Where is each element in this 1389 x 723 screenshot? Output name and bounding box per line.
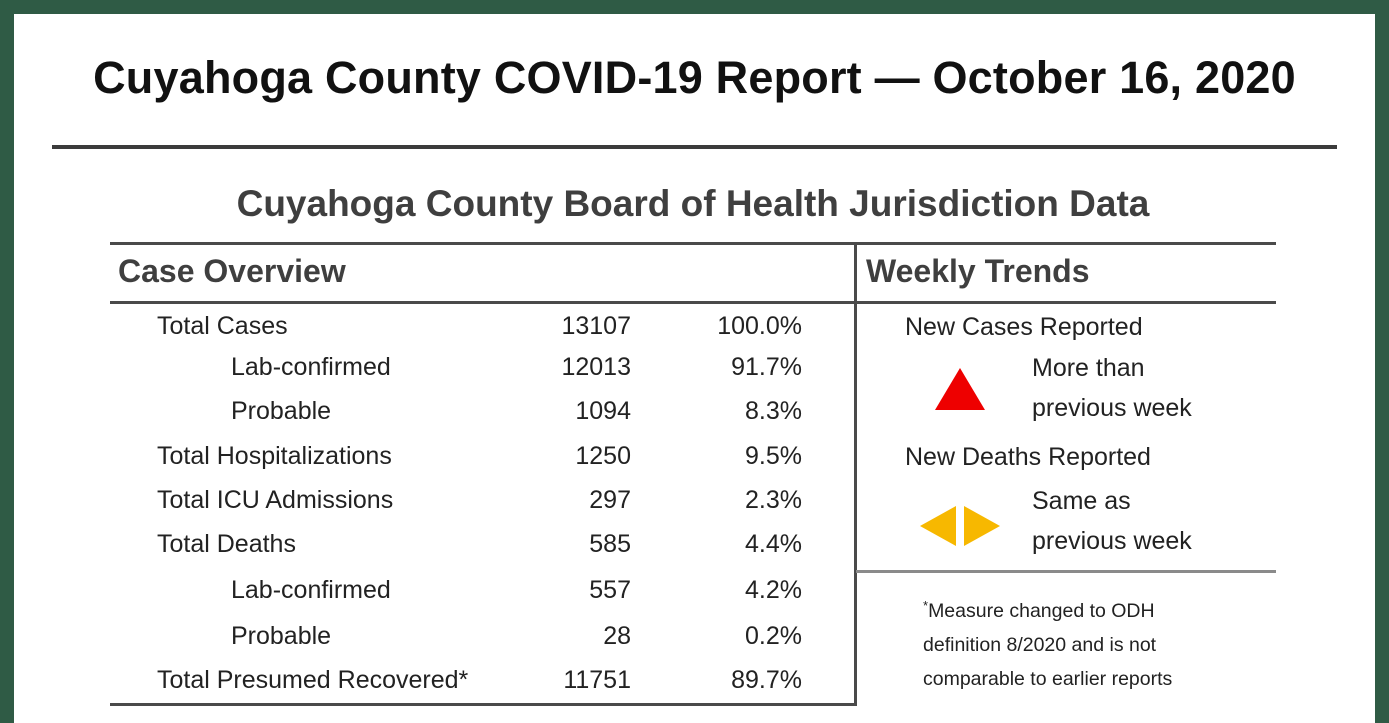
new-cases-status-line2: previous week: [1032, 394, 1192, 422]
row-count: 297: [589, 486, 631, 514]
row-count: 11751: [563, 666, 631, 694]
new-deaths-label: New Deaths Reported: [905, 443, 1151, 471]
row-percent: 8.3%: [745, 397, 802, 425]
footnote-line1: *Measure changed to ODH: [923, 589, 1172, 628]
row-label: Total Hospitalizations: [157, 442, 392, 470]
row-label: Total Cases: [157, 312, 288, 340]
new-deaths-status-line1: Same as: [1032, 487, 1131, 515]
row-count: 557: [589, 576, 631, 604]
up-triangle-icon: [935, 368, 985, 410]
row-label: Lab-confirmed: [231, 353, 391, 381]
row-percent: 100.0%: [717, 312, 802, 340]
row-count: 1094: [575, 397, 631, 425]
row-count: 1250: [575, 442, 631, 470]
row-count: 13107: [561, 312, 631, 340]
table-top-rule: [110, 242, 1276, 245]
row-percent: 4.4%: [745, 530, 802, 558]
row-label: Probable: [231, 397, 332, 425]
row-label: Total Deaths: [157, 530, 296, 558]
weekly-trends-heading: Weekly Trends: [866, 253, 1090, 289]
footnote: *Measure changed to ODH definition 8/202…: [923, 589, 1172, 696]
row-percent: 4.2%: [745, 576, 802, 604]
footnote-line1-text: Measure changed to ODH: [928, 600, 1155, 622]
left-arrow-shape: [920, 506, 956, 546]
row-percent: 9.5%: [745, 442, 802, 470]
row-percent: 0.2%: [745, 622, 802, 650]
trends-note-divider: [856, 570, 1276, 573]
row-count: 585: [589, 530, 631, 558]
row-label: Lab-confirmed: [231, 576, 391, 604]
case-overview-heading: Case Overview: [118, 253, 346, 289]
up-triangle-shape: [935, 368, 985, 410]
new-cases-status-line1: More than: [1032, 354, 1145, 382]
row-label: Probable: [231, 622, 332, 650]
row-label: Total Presumed Recovered*: [157, 666, 469, 694]
table-bottom-rule: [110, 703, 856, 706]
left-right-arrows-icon: [920, 506, 1000, 546]
row-count: 28: [603, 622, 631, 650]
footnote-line2: definition 8/2020 and is not: [923, 634, 1157, 656]
row-label: Total ICU Admissions: [157, 486, 394, 514]
table-column-divider: [854, 242, 857, 706]
report-title: Cuyahoga County COVID-19 Report — Octobe…: [93, 52, 1296, 103]
table-header-rule: [110, 301, 1276, 304]
row-percent: 2.3%: [745, 486, 802, 514]
footnote-asterisk: *: [923, 598, 929, 613]
footnote-line3: comparable to earlier reports: [923, 668, 1173, 690]
row-percent: 91.7%: [731, 353, 802, 381]
row-count: 12013: [561, 353, 631, 381]
title-divider: [52, 145, 1337, 149]
jurisdiction-subtitle: Cuyahoga County Board of Health Jurisdic…: [236, 183, 1150, 224]
new-cases-label: New Cases Reported: [905, 313, 1143, 341]
new-deaths-status-line2: previous week: [1032, 527, 1192, 555]
right-arrow-shape: [964, 506, 1000, 546]
row-percent: 89.7%: [731, 666, 802, 694]
